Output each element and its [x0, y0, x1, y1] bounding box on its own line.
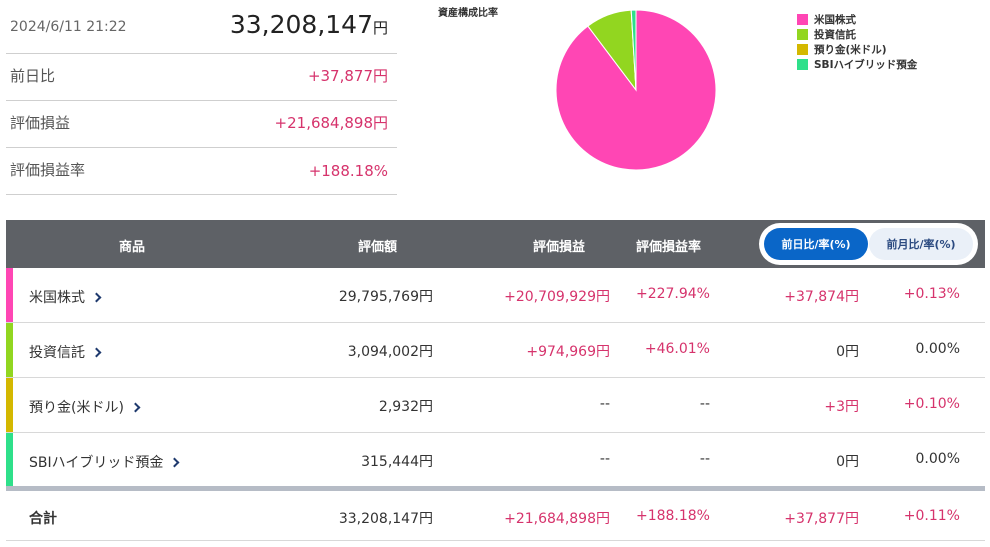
summary-value: +37,877円 [307, 67, 388, 85]
total-pl-rate: +188.18% [635, 508, 710, 524]
cell-day-change: 0円 [836, 454, 859, 470]
row-name-link[interactable]: 投資信託 [29, 342, 102, 362]
holdings-table: 商品 評価額 評価損益 評価損益率 前日比/率(%) 前月比/率(%) 米国株式… [6, 220, 985, 541]
asset-allocation-pie-chart [555, 9, 717, 171]
summary-pl-row: 評価損益 +21,684,898円 [6, 101, 397, 148]
total-row: 合計 33,208,147円 +21,684,898円 +188.18% +37… [6, 491, 985, 541]
cell-pl-rate: +227.94% [635, 286, 710, 302]
cell-pl: +20,709,929円 [504, 289, 610, 305]
chart-legend: 米国株式 投資信託 預り金(米ドル) SBIハイブリッド預金 [797, 12, 917, 72]
legend-item-investment-trust[interactable]: 投資信託 [797, 27, 917, 42]
summary-value: +188.18% [308, 162, 388, 180]
cell-value: 315,444円 [361, 454, 433, 470]
legend-label: 投資信託 [814, 29, 856, 41]
legend-item-sbi-hybrid-deposit[interactable]: SBIハイブリッド預金 [797, 57, 917, 72]
table-row: 預り金(米ドル) 2,932円 -- -- +3円 +0.10% [6, 378, 985, 433]
total-day-change: +37,877円 [784, 511, 859, 527]
cell-day-change: +3円 [824, 399, 859, 415]
total-value: 33,208,147円 [338, 511, 433, 527]
cell-pl: -- [599, 396, 610, 412]
cell-pl-rate: -- [699, 396, 710, 412]
asset-summary: 2024/6/11 21:22 33,208,147円 前日比 +37,877円… [6, 0, 397, 195]
change-period-toggle: 前日比/率(%) 前月比/率(%) [759, 223, 978, 265]
summary-label: 評価損益率 [10, 161, 86, 179]
row-color-bar [6, 323, 13, 377]
legend-swatch [797, 59, 808, 70]
summary-pl-rate-row: 評価損益率 +188.18% [6, 148, 397, 195]
cell-day-change-rate: 0.00% [915, 341, 960, 357]
row-name-link[interactable]: 預り金(米ドル) [29, 397, 141, 417]
cell-pl: +974,969円 [526, 344, 610, 360]
summary-label: 前日比 [10, 67, 56, 85]
cell-pl: -- [599, 451, 610, 467]
cell-day-change-rate: +0.13% [903, 286, 960, 302]
summary-total-value: 33,208,147円 [229, 10, 388, 39]
chevron-right-icon [169, 457, 180, 468]
row-name-link[interactable]: 米国株式 [29, 287, 102, 307]
header-item: 商品 [119, 240, 146, 255]
legend-swatch [797, 29, 808, 40]
cell-value: 3,094,002円 [347, 344, 433, 360]
summary-datetime: 2024/6/11 21:22 [10, 19, 127, 35]
pie-slice-sbi-hybrid-deposit[interactable] [630, 9, 637, 91]
cell-day-change: 0円 [836, 344, 859, 360]
header-pl: 評価損益 [533, 240, 586, 255]
cell-day-change: +37,874円 [784, 289, 859, 305]
table-row: 投資信託 3,094,002円 +974,969円 +46.01% 0円 0.0… [6, 323, 985, 378]
total-day-change-rate: +0.11% [903, 508, 960, 524]
summary-label: 評価損益 [10, 114, 71, 132]
row-name-link[interactable]: SBIハイブリッド預金 [29, 452, 180, 472]
total-pl: +21,684,898円 [504, 511, 610, 527]
summary-total-row: 2024/6/11 21:22 33,208,147円 [6, 0, 397, 54]
day-change-toggle-button[interactable]: 前日比/率(%) [764, 228, 868, 260]
legend-swatch [797, 14, 808, 25]
row-color-bar [6, 433, 13, 486]
chevron-right-icon [130, 402, 141, 413]
summary-day-change-row: 前日比 +37,877円 [6, 54, 397, 101]
table-row: 米国株式 29,795,769円 +20,709,929円 +227.94% +… [6, 268, 985, 323]
total-divider [6, 486, 985, 491]
legend-label: 預り金(米ドル) [814, 44, 887, 56]
legend-item-us-stocks[interactable]: 米国株式 [797, 12, 917, 27]
cell-day-change-rate: 0.00% [915, 451, 960, 467]
chart-title: 資産構成比率 [438, 8, 498, 19]
yen-unit: 円 [372, 19, 388, 37]
legend-label: SBIハイブリッド預金 [814, 59, 918, 71]
row-color-bar [6, 268, 13, 322]
table-header: 商品 評価額 評価損益 評価損益率 前日比/率(%) 前月比/率(%) [6, 220, 985, 268]
legend-swatch [797, 44, 808, 55]
total-label: 合計 [29, 511, 57, 527]
cell-day-change-rate: +0.10% [903, 396, 960, 412]
summary-value: +21,684,898円 [274, 114, 388, 132]
chevron-right-icon [91, 347, 102, 358]
cell-value: 2,932円 [378, 399, 433, 415]
legend-label: 米国株式 [814, 14, 856, 26]
cell-pl-rate: -- [699, 451, 710, 467]
legend-item-usd-deposit[interactable]: 預り金(米ドル) [797, 42, 917, 57]
header-value: 評価額 [358, 240, 398, 255]
cell-value: 29,795,769円 [338, 289, 433, 305]
month-change-toggle-button[interactable]: 前月比/率(%) [869, 228, 973, 260]
cell-pl-rate: +46.01% [644, 341, 710, 357]
row-color-bar [6, 378, 13, 432]
chevron-right-icon [91, 292, 102, 303]
table-row: SBIハイブリッド預金 315,444円 -- -- 0円 0.00% [6, 433, 985, 486]
header-pl-rate: 評価損益率 [636, 240, 702, 255]
